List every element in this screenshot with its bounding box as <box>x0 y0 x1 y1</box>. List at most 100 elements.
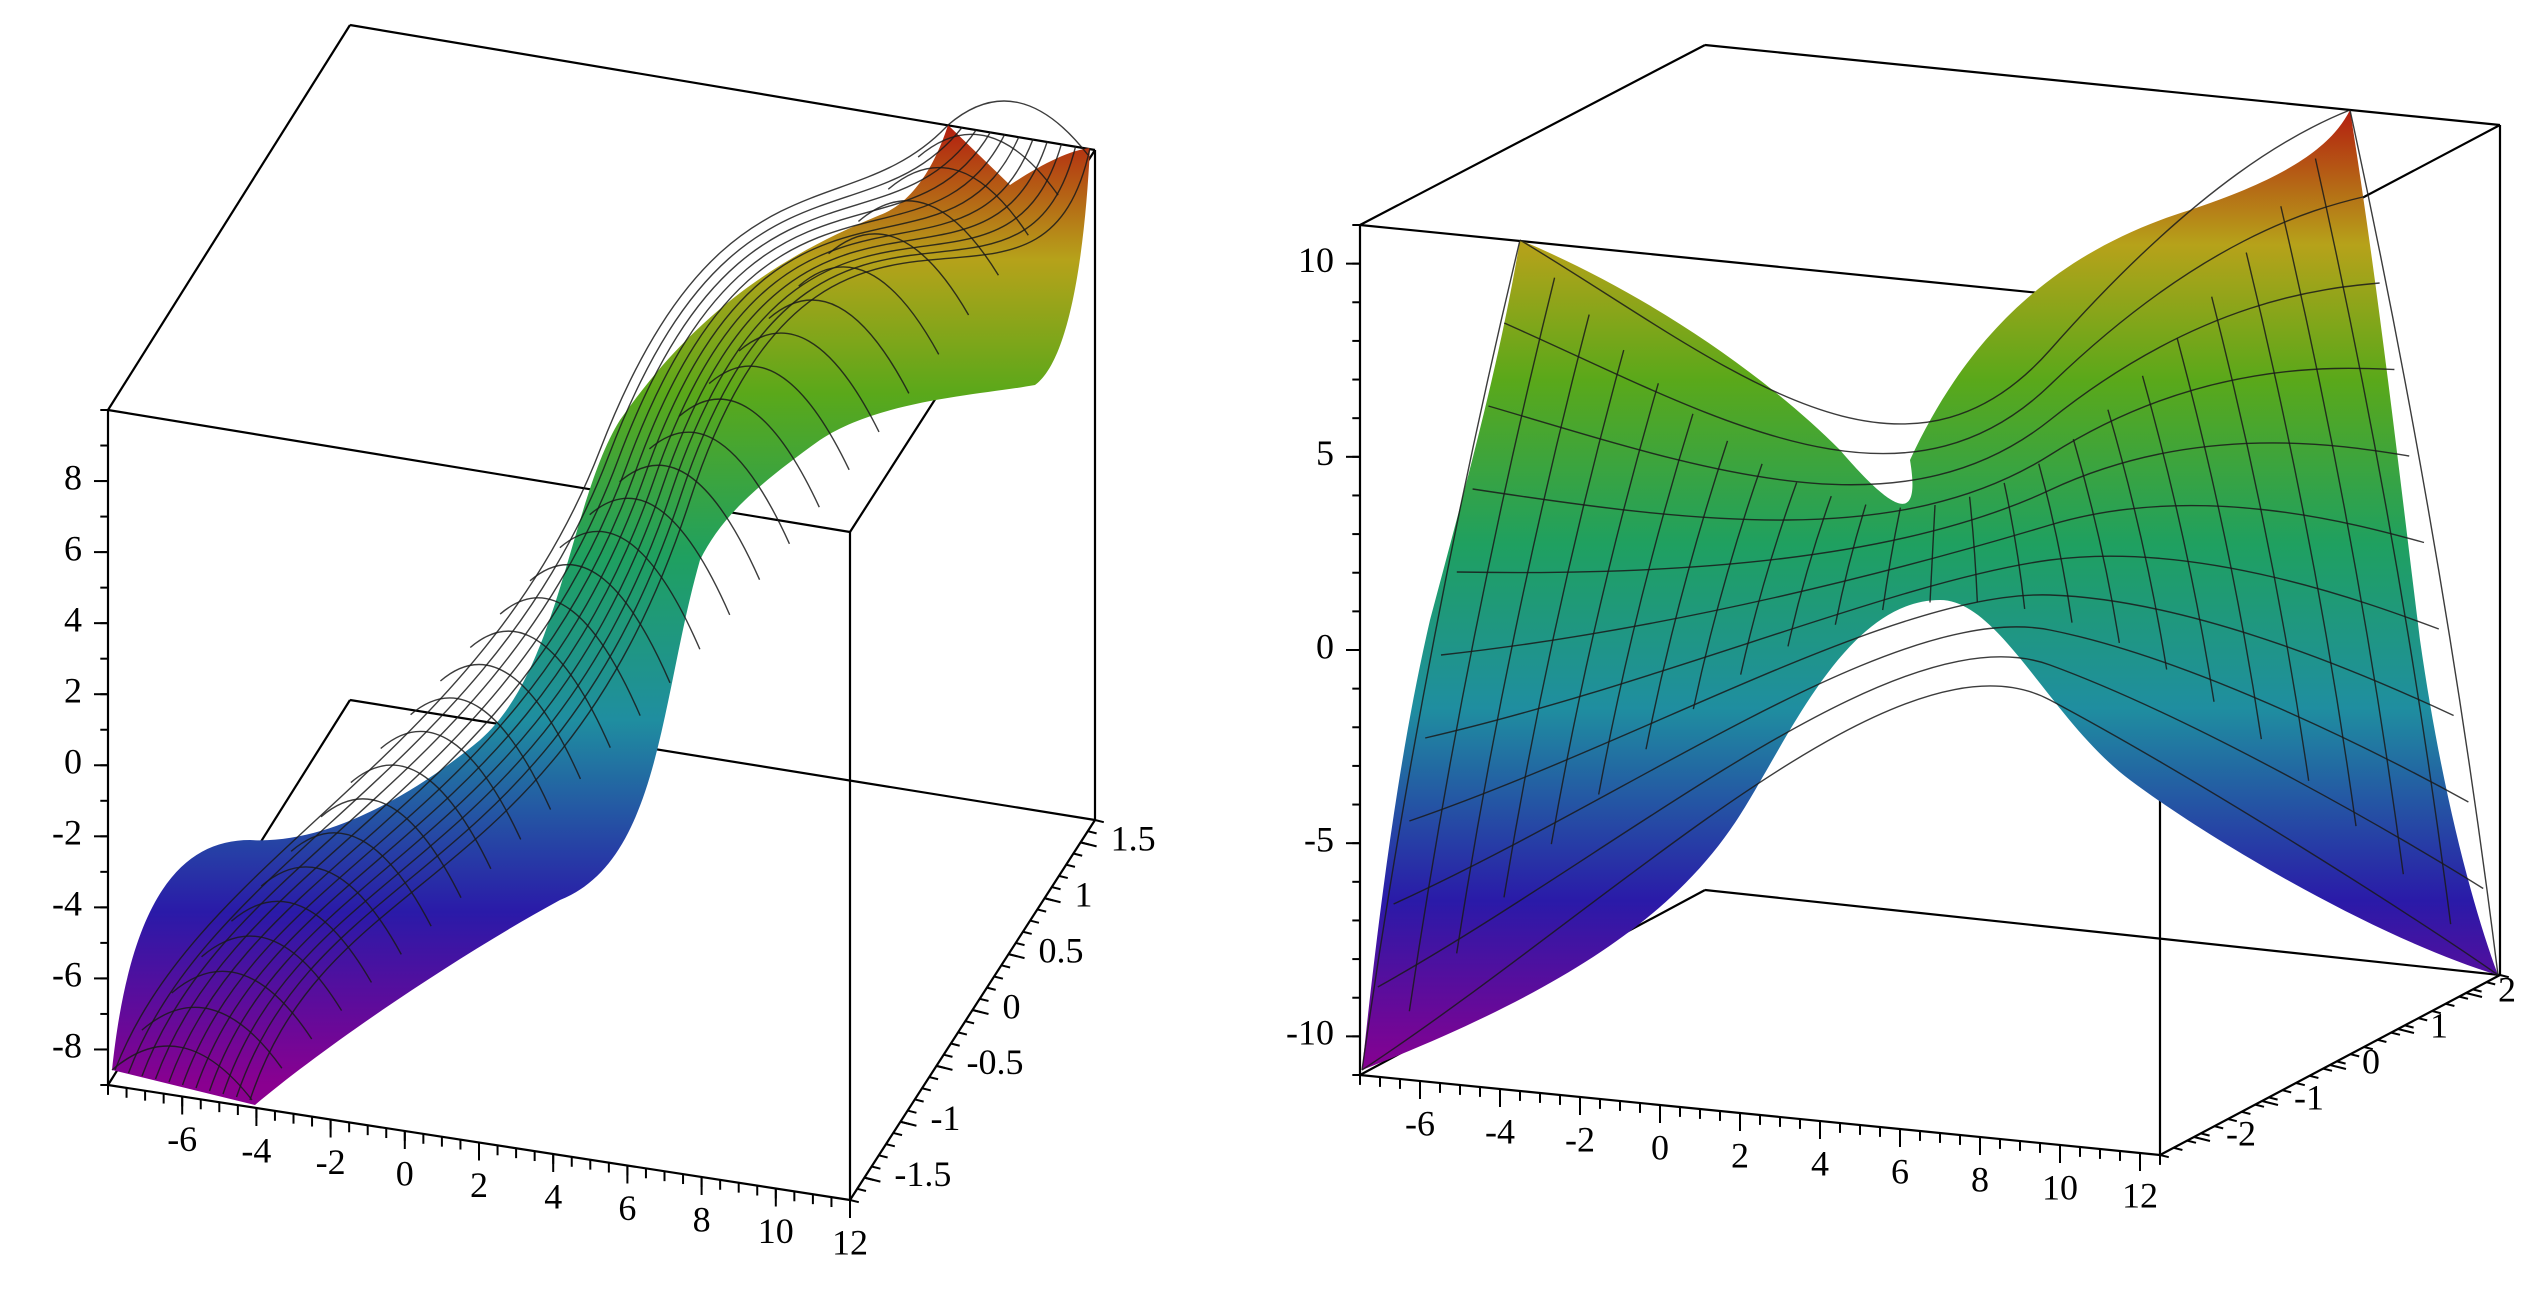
right-x-tick-label: 4 <box>1811 1143 1829 1183</box>
right-y-minor-tick <box>2390 1031 2401 1036</box>
left-mesh-line <box>708 365 850 471</box>
right-mesh-line <box>1834 504 1867 625</box>
right-y-minor-tick <box>2254 1103 2265 1108</box>
left-y-minor-tick <box>856 1187 867 1192</box>
left-mesh-line <box>235 145 1077 1098</box>
right-surface-mesh <box>1361 109 2499 1071</box>
right-y-minor-tick <box>2336 1060 2346 1065</box>
left-y-tick-label: 0.5 <box>1039 930 1084 970</box>
right-y-minor-tick <box>2404 1024 2414 1029</box>
right-mesh-line <box>1455 314 1590 954</box>
left-y-tick <box>864 1176 881 1183</box>
left-mesh-line <box>439 663 582 780</box>
right-z-tick-label: 0 <box>1316 626 1334 666</box>
right-y-minor-tick <box>2173 1146 2183 1151</box>
left-y-minor-tick <box>957 1031 968 1036</box>
left-mesh-line <box>222 143 1063 1095</box>
right-y-minor-tick <box>2282 1089 2292 1094</box>
right-x-tick-label: 2 <box>1731 1135 1749 1175</box>
right-z-axis: -10 -5 0 5 10 <box>1286 224 1360 1076</box>
left-surface <box>111 100 1091 1105</box>
right-y-axis: -2 -1 0 1 2 <box>2159 969 2516 1159</box>
left-mesh-line <box>410 697 552 810</box>
right-y-minor-tick <box>2445 1002 2455 1007</box>
left-z-tick-label: 6 <box>64 528 82 568</box>
left-x-tick-label: 2 <box>470 1165 488 1205</box>
left-mesh-line <box>171 970 313 1040</box>
right-mesh-line <box>1488 282 2380 486</box>
left-mesh-line <box>290 832 432 927</box>
right-x-axis: -6 -4 -2 0 2 4 6 8 10 12 <box>1359 1075 2161 1215</box>
right-mesh-line <box>1503 349 1625 898</box>
right-mesh-line <box>1597 413 1694 795</box>
left-x-tick-label: 4 <box>544 1176 562 1216</box>
right-y-minor-tick <box>2418 1017 2428 1022</box>
right-mesh-line <box>1377 656 2484 988</box>
left-y-tick <box>1008 953 1025 960</box>
left-mesh-line <box>201 935 343 1011</box>
left-mesh-line <box>529 564 671 684</box>
left-y-minor-tick <box>1073 852 1083 857</box>
left-y-tick-label: 0 <box>1003 986 1021 1026</box>
left-y-tick-label: 1 <box>1075 875 1093 915</box>
left-mesh-line <box>208 140 1049 1092</box>
left-mesh-line <box>249 147 1091 1101</box>
right-y-minor-tick <box>2241 1110 2251 1115</box>
right-y-minor-tick <box>2363 1046 2374 1051</box>
right-mesh-line <box>1409 594 2454 822</box>
right-y-tick-label: 1 <box>2430 1005 2448 1045</box>
right-x-tick-label: 12 <box>2122 1175 2158 1215</box>
right-z-tick-label: -10 <box>1286 1013 1334 1053</box>
left-y-minor-tick <box>878 1154 888 1159</box>
left-y-tick-label: -0.5 <box>966 1042 1023 1082</box>
left-mesh-line <box>917 133 1059 196</box>
right-x-tick-label: -4 <box>1485 1111 1515 1151</box>
left-mesh-line <box>738 332 880 433</box>
left-x-tick-label: 6 <box>618 1188 636 1228</box>
left-x-tick-label: 10 <box>758 1211 794 1251</box>
right-y-minor-tick <box>2486 981 2496 986</box>
left-y-minor-tick <box>914 1098 924 1103</box>
left-x-tick-label: -4 <box>241 1130 271 1170</box>
right-mesh-line <box>1929 504 1936 603</box>
right-mesh-line <box>2072 438 2121 644</box>
left-z-tick-label: -2 <box>52 813 82 853</box>
right-y-minor-tick <box>2186 1139 2197 1144</box>
left-x-tick-label: -6 <box>167 1119 197 1159</box>
right-y-minor-tick <box>2377 1038 2387 1043</box>
left-z-tick-label: 2 <box>64 670 82 710</box>
right-y-tick-label: -1 <box>2294 1077 2324 1117</box>
right-y-tick <box>2261 1100 2279 1106</box>
right-mesh-line <box>2210 296 2310 781</box>
left-y-tick-label: -1.5 <box>894 1154 951 1194</box>
right-mesh-line <box>2245 252 2357 827</box>
right-mesh-line <box>2280 206 2405 875</box>
left-y-minor-tick <box>1087 830 1097 835</box>
left-mesh-line <box>887 166 1029 236</box>
left-mesh-line <box>589 497 731 616</box>
right-mesh-line <box>1408 277 1556 1012</box>
right-y-minor-tick <box>2350 1053 2360 1058</box>
left-y-minor-tick <box>907 1109 917 1114</box>
right-mesh-line <box>1425 555 2440 739</box>
right-mesh-line <box>1361 239 1521 1071</box>
right-y-minor-tick <box>2295 1082 2306 1087</box>
left-y-tick-label: -1 <box>930 1098 960 1138</box>
right-surface <box>1361 109 2499 1071</box>
right-mesh-line <box>2141 375 2215 702</box>
left-y-minor-tick <box>1094 819 1105 824</box>
right-mesh-line <box>2038 463 2073 623</box>
left-z-tick-label: 4 <box>64 599 82 639</box>
left-y-minor-tick <box>849 1199 860 1204</box>
right-y-minor-tick <box>2499 974 2510 979</box>
left-mesh-line <box>320 798 462 899</box>
right-y-tick <box>2193 1136 2211 1142</box>
right-y-minor-tick <box>2214 1125 2224 1130</box>
right-x-tick-label: 6 <box>1891 1151 1909 1191</box>
left-mesh-line <box>499 597 641 716</box>
left-y-tick <box>900 1120 917 1127</box>
left-y-tick-label: 1.5 <box>1111 819 1156 859</box>
